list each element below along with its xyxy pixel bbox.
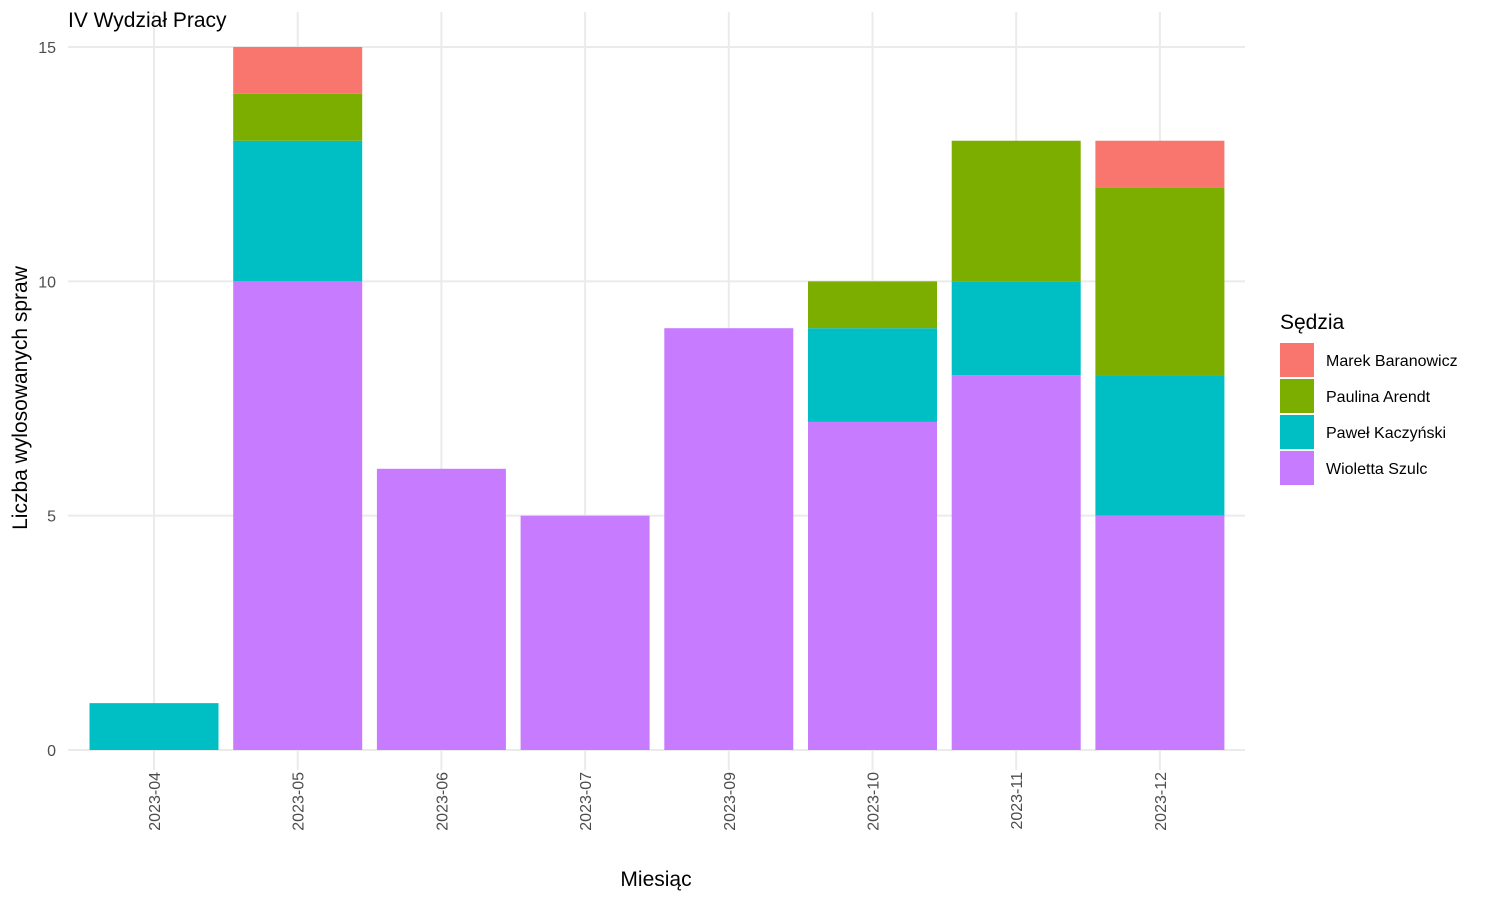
bar-segment [89,703,219,750]
x-tick-label: 2023-05 [291,772,308,831]
bar-segment [1095,375,1225,516]
x-tick-label: 2023-11 [1009,772,1026,830]
bar-segment [808,281,937,329]
y-axis: 0 5 10 15 [38,40,56,760]
x-tick-label: 2023-10 [866,772,883,831]
bar-segment [664,328,794,750]
legend-title: Sędzia [1280,311,1345,334]
bar-segment [808,421,937,750]
bar-segment [233,140,363,282]
y-tick-label: 0 [47,743,56,760]
x-tick-label: 2023-06 [434,772,451,831]
legend-key [1280,451,1314,485]
chart-title: IV Wydział Pracy [68,9,227,32]
x-tick-label: 2023-07 [578,772,595,831]
x-tick-label: 2023-12 [1153,772,1170,831]
bar-segment [1095,515,1225,750]
x-axis-title: Miesiąc [620,868,691,891]
legend: Sędzia Marek Baranowicz Paulina Arendt Paw… [1280,311,1458,485]
bar-segment [951,281,1081,376]
bar-segment [808,328,937,422]
bar-segment [951,140,1081,282]
legend-key [1280,415,1314,449]
legend-key [1280,379,1314,413]
bar-segment [376,468,506,750]
legend-label: Marek Baranowicz [1326,353,1458,370]
x-tick-label: 2023-04 [147,772,164,831]
y-tick-label: 15 [38,40,56,57]
legend-key [1280,343,1314,377]
bar-segment [233,93,363,141]
bars [89,47,1225,750]
bar-segment [233,47,363,94]
y-axis-title: Liczba wylosowanych spraw [9,265,32,530]
y-tick-label: 10 [38,274,56,291]
bar-segment [1095,140,1225,188]
legend-label: Paulina Arendt [1326,389,1431,406]
bar-segment [1095,187,1225,376]
y-tick-label: 5 [47,509,56,526]
bar-segment [520,515,650,750]
bar-segment [233,281,363,750]
legend-label: Paweł Kaczyński [1326,425,1446,442]
x-axis: 2023-04 2023-05 2023-06 2023-07 2023-09 2023-… [147,772,1170,831]
legend-label: Wioletta Szulc [1326,461,1427,478]
x-tick-label: 2023-09 [722,772,739,831]
bar-segment [951,375,1081,750]
